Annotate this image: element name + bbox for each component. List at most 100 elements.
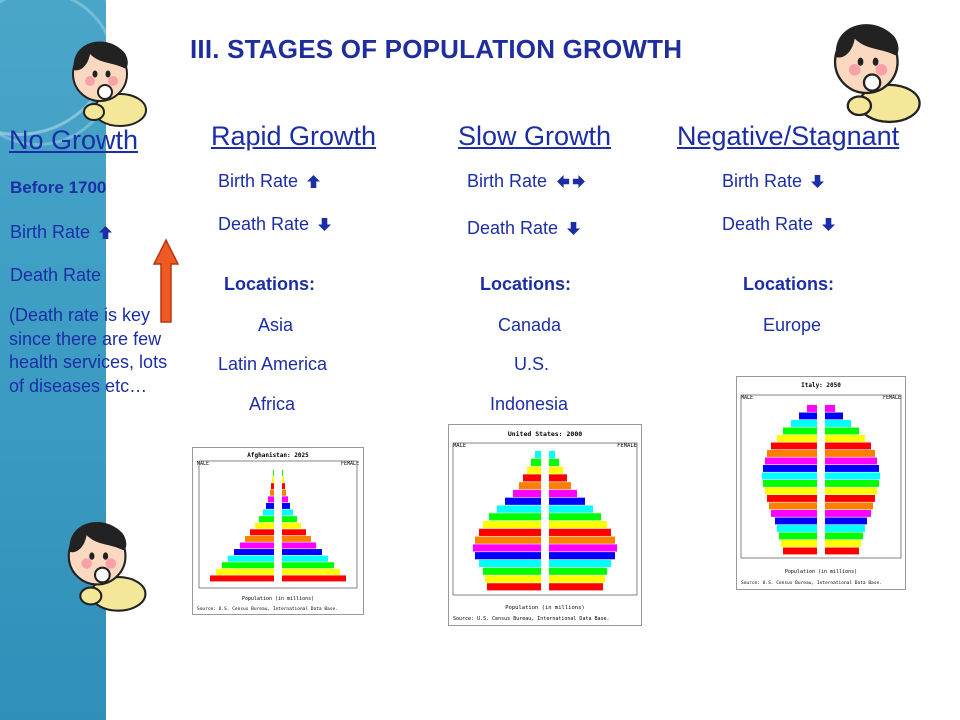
negative-birth-rate: Birth Rate bbox=[722, 171, 825, 192]
location-item: Africa bbox=[249, 394, 296, 414]
pyramid-bar-male bbox=[473, 544, 541, 552]
pyramid-bar-male bbox=[255, 522, 274, 529]
pyramid-bar-male bbox=[807, 405, 817, 412]
pyramid-frame bbox=[452, 442, 638, 596]
pyramid-male-label: MALE bbox=[453, 443, 466, 449]
pyramid-bar-female bbox=[549, 489, 577, 498]
pyramid-bar-female bbox=[282, 529, 306, 536]
pyramid-bar-male bbox=[779, 532, 817, 540]
pyramid-bar-male bbox=[483, 521, 541, 529]
heading-negative-stagnant: Negative/Stagnant bbox=[677, 121, 900, 151]
pyramid-bar-female bbox=[825, 420, 851, 427]
pyramid-bar-male bbox=[763, 480, 817, 487]
pyramid-bar-male bbox=[769, 502, 817, 510]
page-title: III. STAGES OF POPULATION GROWTH bbox=[190, 34, 683, 64]
pyramid-female-label: FEMALE bbox=[341, 461, 359, 467]
pyramid-bar-female bbox=[549, 552, 615, 560]
pyramid-bar-male bbox=[781, 540, 817, 547]
pyramid-bar-male bbox=[535, 451, 541, 459]
pyramid-axis-label: Population (in millions) bbox=[505, 605, 584, 611]
pyramid-bar-female bbox=[282, 575, 346, 582]
pyramid-title: Italy: 2050 bbox=[801, 382, 841, 389]
pyramid-frame bbox=[740, 394, 902, 559]
pyramid-bar-female bbox=[282, 489, 286, 496]
pyramid-bar-male bbox=[250, 529, 274, 536]
pyramid-bar-female bbox=[282, 509, 293, 516]
pyramid-bar-male bbox=[487, 583, 541, 591]
pyramid-bar-male bbox=[259, 516, 274, 523]
pyramid-bar-male bbox=[485, 575, 541, 583]
pyramid-male-label: MALE bbox=[741, 395, 753, 401]
pyramid-bar-male bbox=[777, 435, 817, 442]
pyramid-bar-male bbox=[479, 559, 541, 568]
pyramid-bar-male bbox=[505, 497, 541, 505]
pyramid-bar-female bbox=[282, 522, 301, 529]
pyramid-bar-male bbox=[483, 567, 541, 575]
negative-locations-label: Locations: bbox=[743, 274, 835, 294]
pyramid-bar-female bbox=[825, 532, 863, 540]
pyramid-source: Source: U.S. Census Bureau, Internationa… bbox=[453, 616, 610, 622]
slow-birth-rate: Birth Rate bbox=[467, 171, 586, 192]
pyramid-bar-female bbox=[549, 575, 605, 583]
pyramid-bar-female bbox=[282, 562, 334, 569]
left-right-arrow-icon bbox=[557, 175, 585, 188]
rapid-birth-rate: Birth Rate bbox=[218, 171, 321, 192]
pyramid-bar-male bbox=[475, 536, 541, 544]
pyramid-frame bbox=[198, 460, 358, 589]
birth-rate-label: Birth Rate bbox=[218, 171, 299, 191]
pyramid-chart: Italy: 2050 MALE FEMALE Population (in m… bbox=[740, 382, 902, 586]
pyramid-bar-male bbox=[245, 535, 274, 542]
pyramid-bar-female bbox=[825, 517, 867, 525]
pyramid-bar-female bbox=[282, 549, 322, 556]
negative-death-rate: Death Rate bbox=[722, 214, 836, 235]
baby-icon bbox=[833, 24, 921, 124]
down-arrow-icon bbox=[318, 218, 332, 231]
pyramid-bar-male bbox=[222, 562, 274, 569]
baby-icon bbox=[67, 521, 147, 612]
pyramid-bar-female bbox=[549, 583, 603, 591]
pyramid-bar-male bbox=[765, 457, 817, 465]
pyramid-bar-male bbox=[767, 495, 817, 502]
pyramid-female-label: FEMALE bbox=[617, 443, 637, 449]
pyramid-bar-female bbox=[825, 502, 873, 510]
pyramid-bar-female bbox=[282, 535, 311, 542]
pyramid-bar-female bbox=[282, 502, 290, 509]
pyramid-bar-female bbox=[825, 442, 871, 450]
pyramid-bar-male bbox=[519, 482, 541, 490]
pyramid-bar-female bbox=[282, 496, 288, 503]
pyramid-bar-male bbox=[271, 483, 274, 490]
pyramid-bar-female bbox=[549, 466, 563, 474]
pyramid-bar-female bbox=[549, 528, 611, 536]
up-arrow-icon bbox=[99, 226, 113, 239]
pyramid-bar-male bbox=[523, 474, 541, 482]
pyramid-bar-female bbox=[549, 474, 567, 482]
down-arrow-icon bbox=[822, 218, 836, 231]
pyramid-bar-male bbox=[799, 412, 817, 420]
pyramid-bar-female bbox=[549, 505, 593, 513]
pyramid-bar-female bbox=[549, 544, 617, 552]
pyramid-bar-male bbox=[497, 505, 541, 513]
pyramid-bar-male bbox=[270, 489, 274, 496]
pyramid-bar-female bbox=[825, 487, 877, 495]
location-item: U.S. bbox=[514, 354, 550, 374]
pyramid-bar-female bbox=[825, 510, 871, 517]
pyramid-bar-female bbox=[549, 521, 607, 529]
pyramid-bar-male bbox=[791, 420, 817, 427]
pyramid-bar-male bbox=[266, 502, 274, 509]
pyramid-bar-female bbox=[825, 465, 879, 472]
pyramid-bar-male bbox=[777, 525, 817, 532]
pyramid-chart: United States: 2000 MALE FEMALE Populati… bbox=[452, 430, 638, 622]
pyramid-bar-male bbox=[767, 450, 817, 457]
pyramid-bar-female bbox=[549, 559, 611, 568]
birth-rate-label: Birth Rate bbox=[10, 222, 91, 242]
pyramid-bar-female bbox=[282, 516, 297, 523]
pyramid-bar-male bbox=[268, 496, 274, 503]
slow-locations-label: Locations: bbox=[480, 274, 572, 294]
heading-slow-growth: Slow Growth bbox=[458, 121, 612, 151]
pyramid-bar-male bbox=[240, 542, 274, 549]
location-item: Indonesia bbox=[490, 394, 569, 414]
pyramid-bar-female bbox=[825, 435, 865, 442]
pyramid-bar-male bbox=[771, 510, 817, 517]
slow-death-rate: Death Rate bbox=[467, 218, 581, 239]
location-item: Europe bbox=[763, 315, 822, 335]
